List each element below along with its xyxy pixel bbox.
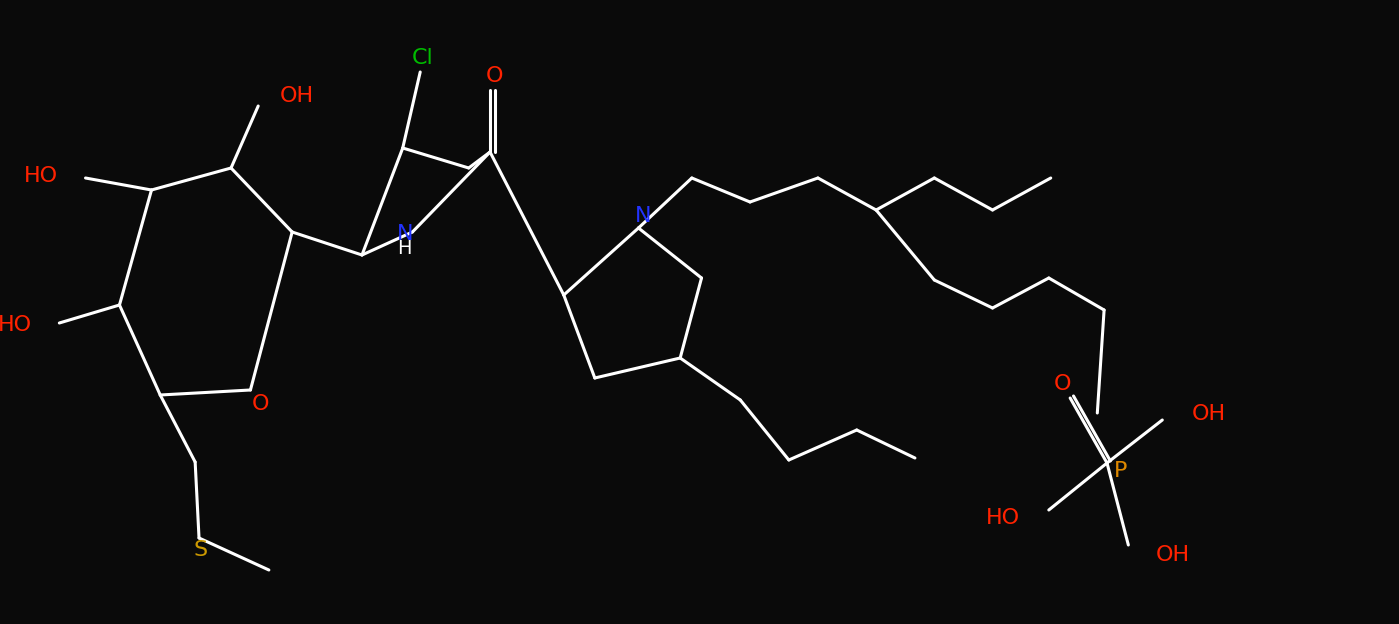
Text: Cl: Cl (411, 48, 434, 68)
Text: HO: HO (985, 508, 1020, 528)
Text: O: O (252, 394, 269, 414)
Text: N: N (635, 206, 652, 226)
Text: N: N (396, 224, 413, 244)
Text: H: H (397, 238, 411, 258)
Text: S: S (194, 540, 208, 560)
Text: OH: OH (1156, 545, 1189, 565)
Text: OH: OH (1192, 404, 1226, 424)
Text: HO: HO (24, 166, 59, 186)
Text: HO: HO (0, 315, 32, 335)
Text: O: O (485, 66, 504, 86)
Text: OH: OH (280, 86, 313, 106)
Text: P: P (1114, 461, 1128, 481)
Text: O: O (1053, 374, 1072, 394)
